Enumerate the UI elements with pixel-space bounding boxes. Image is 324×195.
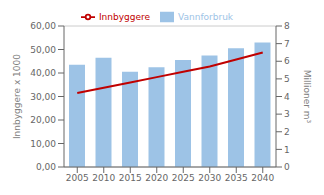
svg-text:1: 1	[284, 145, 290, 155]
svg-text:2020: 2020	[145, 173, 168, 183]
svg-text:10,00: 10,00	[30, 139, 56, 149]
svg-text:60,00: 60,00	[30, 21, 56, 31]
svg-text:2: 2	[284, 127, 290, 137]
svg-text:Innbyggere x 1000: Innbyggere x 1000	[12, 54, 22, 139]
svg-text:50,00: 50,00	[30, 45, 56, 55]
svg-text:2030: 2030	[198, 173, 221, 183]
svg-text:40,00: 40,00	[30, 68, 56, 78]
svg-text:3: 3	[284, 109, 290, 119]
svg-text:2040: 2040	[251, 173, 274, 183]
svg-text:2010: 2010	[92, 173, 115, 183]
svg-text:7: 7	[284, 39, 290, 49]
svg-text:2025: 2025	[172, 173, 195, 183]
html-text:Vannforbruk: Vannforbruk	[178, 11, 234, 22]
svg-text:30,00: 30,00	[30, 92, 56, 102]
svg-text:8: 8	[284, 21, 290, 31]
svg-text:2015: 2015	[119, 173, 142, 183]
svg-text:6: 6	[284, 56, 290, 66]
svg-text:Millioner m³: Millioner m³	[302, 70, 312, 124]
svg-text:2005: 2005	[66, 173, 89, 183]
svg-text:20,00: 20,00	[30, 115, 56, 125]
svg-text:5: 5	[284, 74, 290, 84]
svg-text:2035: 2035	[225, 173, 248, 183]
svg-text:0: 0	[284, 162, 290, 172]
html-text:Innbyggere: Innbyggere	[98, 11, 150, 22]
svg-text:0,00: 0,00	[36, 162, 56, 172]
svg-text:4: 4	[284, 92, 290, 102]
